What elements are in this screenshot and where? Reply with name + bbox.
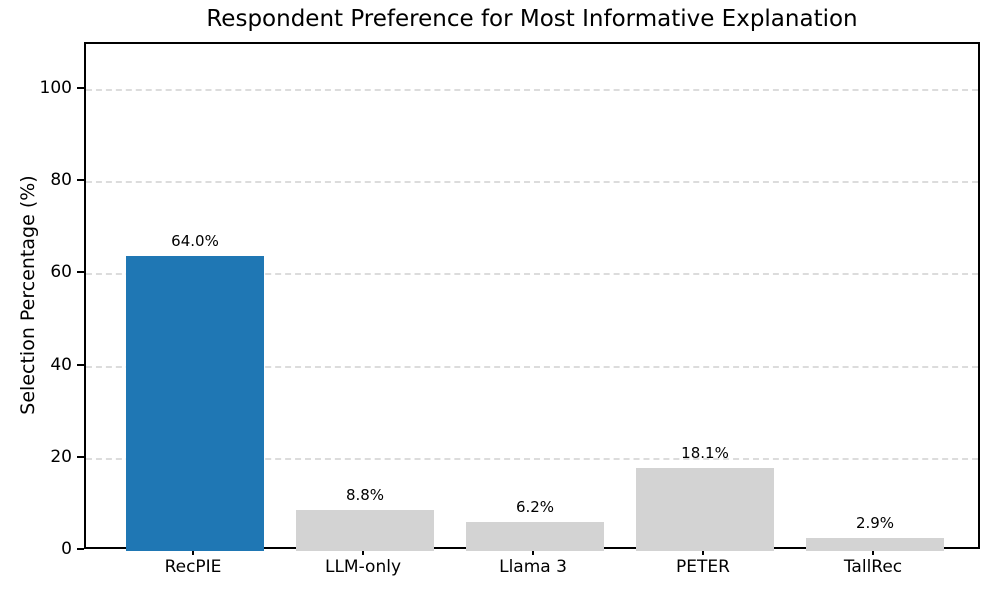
x-tick-label-peter: PETER [676, 557, 730, 577]
y-tick-mark [77, 455, 84, 458]
x-tick-mark [702, 549, 704, 555]
x-tick-mark [872, 549, 874, 555]
plot-area: 64.0% 8.8% 6.2% 18.1% 2.9% [84, 42, 980, 551]
y-tick-mark [77, 548, 84, 550]
y-tick-mark [77, 87, 84, 90]
gridline-y80 [86, 181, 978, 184]
x-tick-label-tallrec: TallRec [843, 557, 903, 577]
chart-title: Respondent Preference for Most Informati… [206, 6, 858, 32]
x-tick-mark [192, 549, 194, 555]
x-tick-mark [362, 549, 364, 555]
bar-value-label: 64.0% [171, 232, 219, 251]
gridline-y60 [86, 273, 978, 276]
y-tick-label-0: 0 [61, 539, 72, 559]
y-tick-mark [77, 179, 84, 182]
bar-value-label: 2.9% [855, 513, 895, 532]
y-tick-label-20: 20 [50, 446, 72, 467]
bar-value-label: 8.8% [345, 486, 385, 505]
bar-llama-3 [466, 522, 604, 551]
y-tick-mark [77, 271, 84, 274]
y-tick-label-60: 60 [50, 262, 72, 283]
bar-value-label: 6.2% [515, 498, 555, 517]
bar-tallrec [806, 537, 944, 551]
x-tick-label-llama-3: Llama 3 [499, 557, 567, 577]
gridline-y40 [86, 365, 978, 368]
bar-peter [636, 467, 774, 551]
bar-llm-only [296, 510, 434, 551]
y-tick-mark [77, 363, 84, 366]
bar-value-label: 18.1% [681, 443, 729, 462]
x-tick-mark [532, 549, 534, 555]
y-axis-label: Selection Percentage (%) [17, 175, 39, 415]
gridline-y100 [86, 89, 978, 92]
y-tick-label-80: 80 [50, 170, 72, 191]
bar-recpie [126, 256, 264, 551]
y-tick-label-100: 100 [39, 78, 72, 99]
x-tick-label-llm-only: LLM-only [324, 557, 402, 577]
y-tick-label-40: 40 [50, 354, 72, 375]
x-tick-label-recpie: RecPIE [164, 557, 222, 577]
gridline-y20 [86, 457, 978, 460]
